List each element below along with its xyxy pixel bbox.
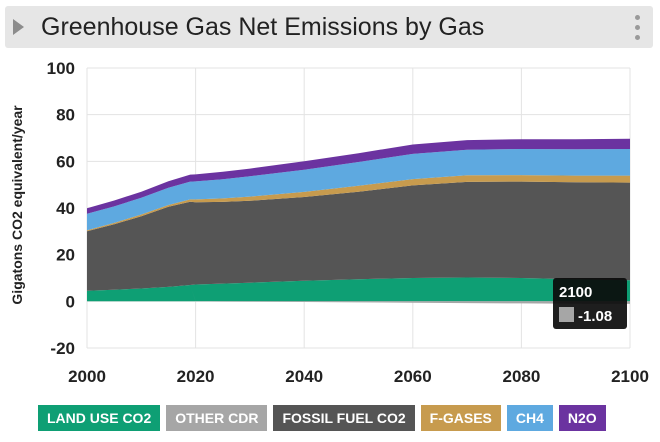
- tooltip-year: 2100: [559, 284, 592, 301]
- area-land-use-co2[interactable]: [87, 277, 630, 302]
- area-f-gases[interactable]: [87, 175, 630, 232]
- x-tick-label: 2080: [502, 367, 540, 386]
- axis-ticks: 100 80 60 40 20 0 -20 2000 2020 2040 2060 2080 2100: [47, 59, 649, 386]
- x-tick-label: 2000: [68, 367, 106, 386]
- legend-item-land-use-co2[interactable]: LAND USE CO2: [38, 405, 161, 431]
- x-tick-label: 2060: [394, 367, 432, 386]
- area-n2o[interactable]: [87, 138, 630, 214]
- legend: LAND USE CO2 OTHER CDR FOSSIL FUEL CO2 F-GA…: [38, 405, 606, 431]
- legend-item-f-gases[interactable]: F-GASES: [420, 405, 501, 431]
- y-tick-label: 80: [56, 106, 75, 125]
- x-tick-label: 2100: [611, 367, 649, 386]
- chart-title: Greenhouse Gas Net Emissions by Gas: [41, 13, 485, 41]
- x-tick-label: 2020: [177, 367, 215, 386]
- y-tick-label: 100: [47, 59, 75, 78]
- hover-tooltip: 2100 -1.08: [553, 278, 627, 329]
- area-series-layer: [87, 138, 630, 304]
- tooltip-swatch: [559, 307, 574, 322]
- chart-header: Greenhouse Gas Net Emissions by Gas: [5, 6, 653, 48]
- y-tick-label: 0: [66, 292, 75, 311]
- area-fossil-fuel-co2[interactable]: [87, 181, 630, 291]
- y-tick-label: 20: [56, 246, 75, 265]
- vertical-dots-icon[interactable]: [631, 15, 643, 41]
- y-tick-label: -20: [50, 339, 75, 358]
- legend-item-fossil-fuel-co2[interactable]: FOSSIL FUEL CO2: [273, 405, 415, 431]
- tooltip-value: -1.08: [578, 308, 612, 325]
- y-tick-label: 60: [56, 152, 75, 171]
- triangle-right-icon[interactable]: [13, 19, 24, 35]
- legend-item-n2o[interactable]: N2O: [558, 405, 606, 431]
- legend-item-other-cdr[interactable]: OTHER CDR: [166, 405, 268, 431]
- x-tick-label: 2040: [285, 367, 323, 386]
- y-axis-label: Gigatons CO2 equivalent/year: [9, 105, 25, 305]
- area-ch4[interactable]: [87, 149, 630, 231]
- legend-item-ch4[interactable]: CH4: [506, 405, 553, 431]
- y-tick-label: 40: [56, 199, 75, 218]
